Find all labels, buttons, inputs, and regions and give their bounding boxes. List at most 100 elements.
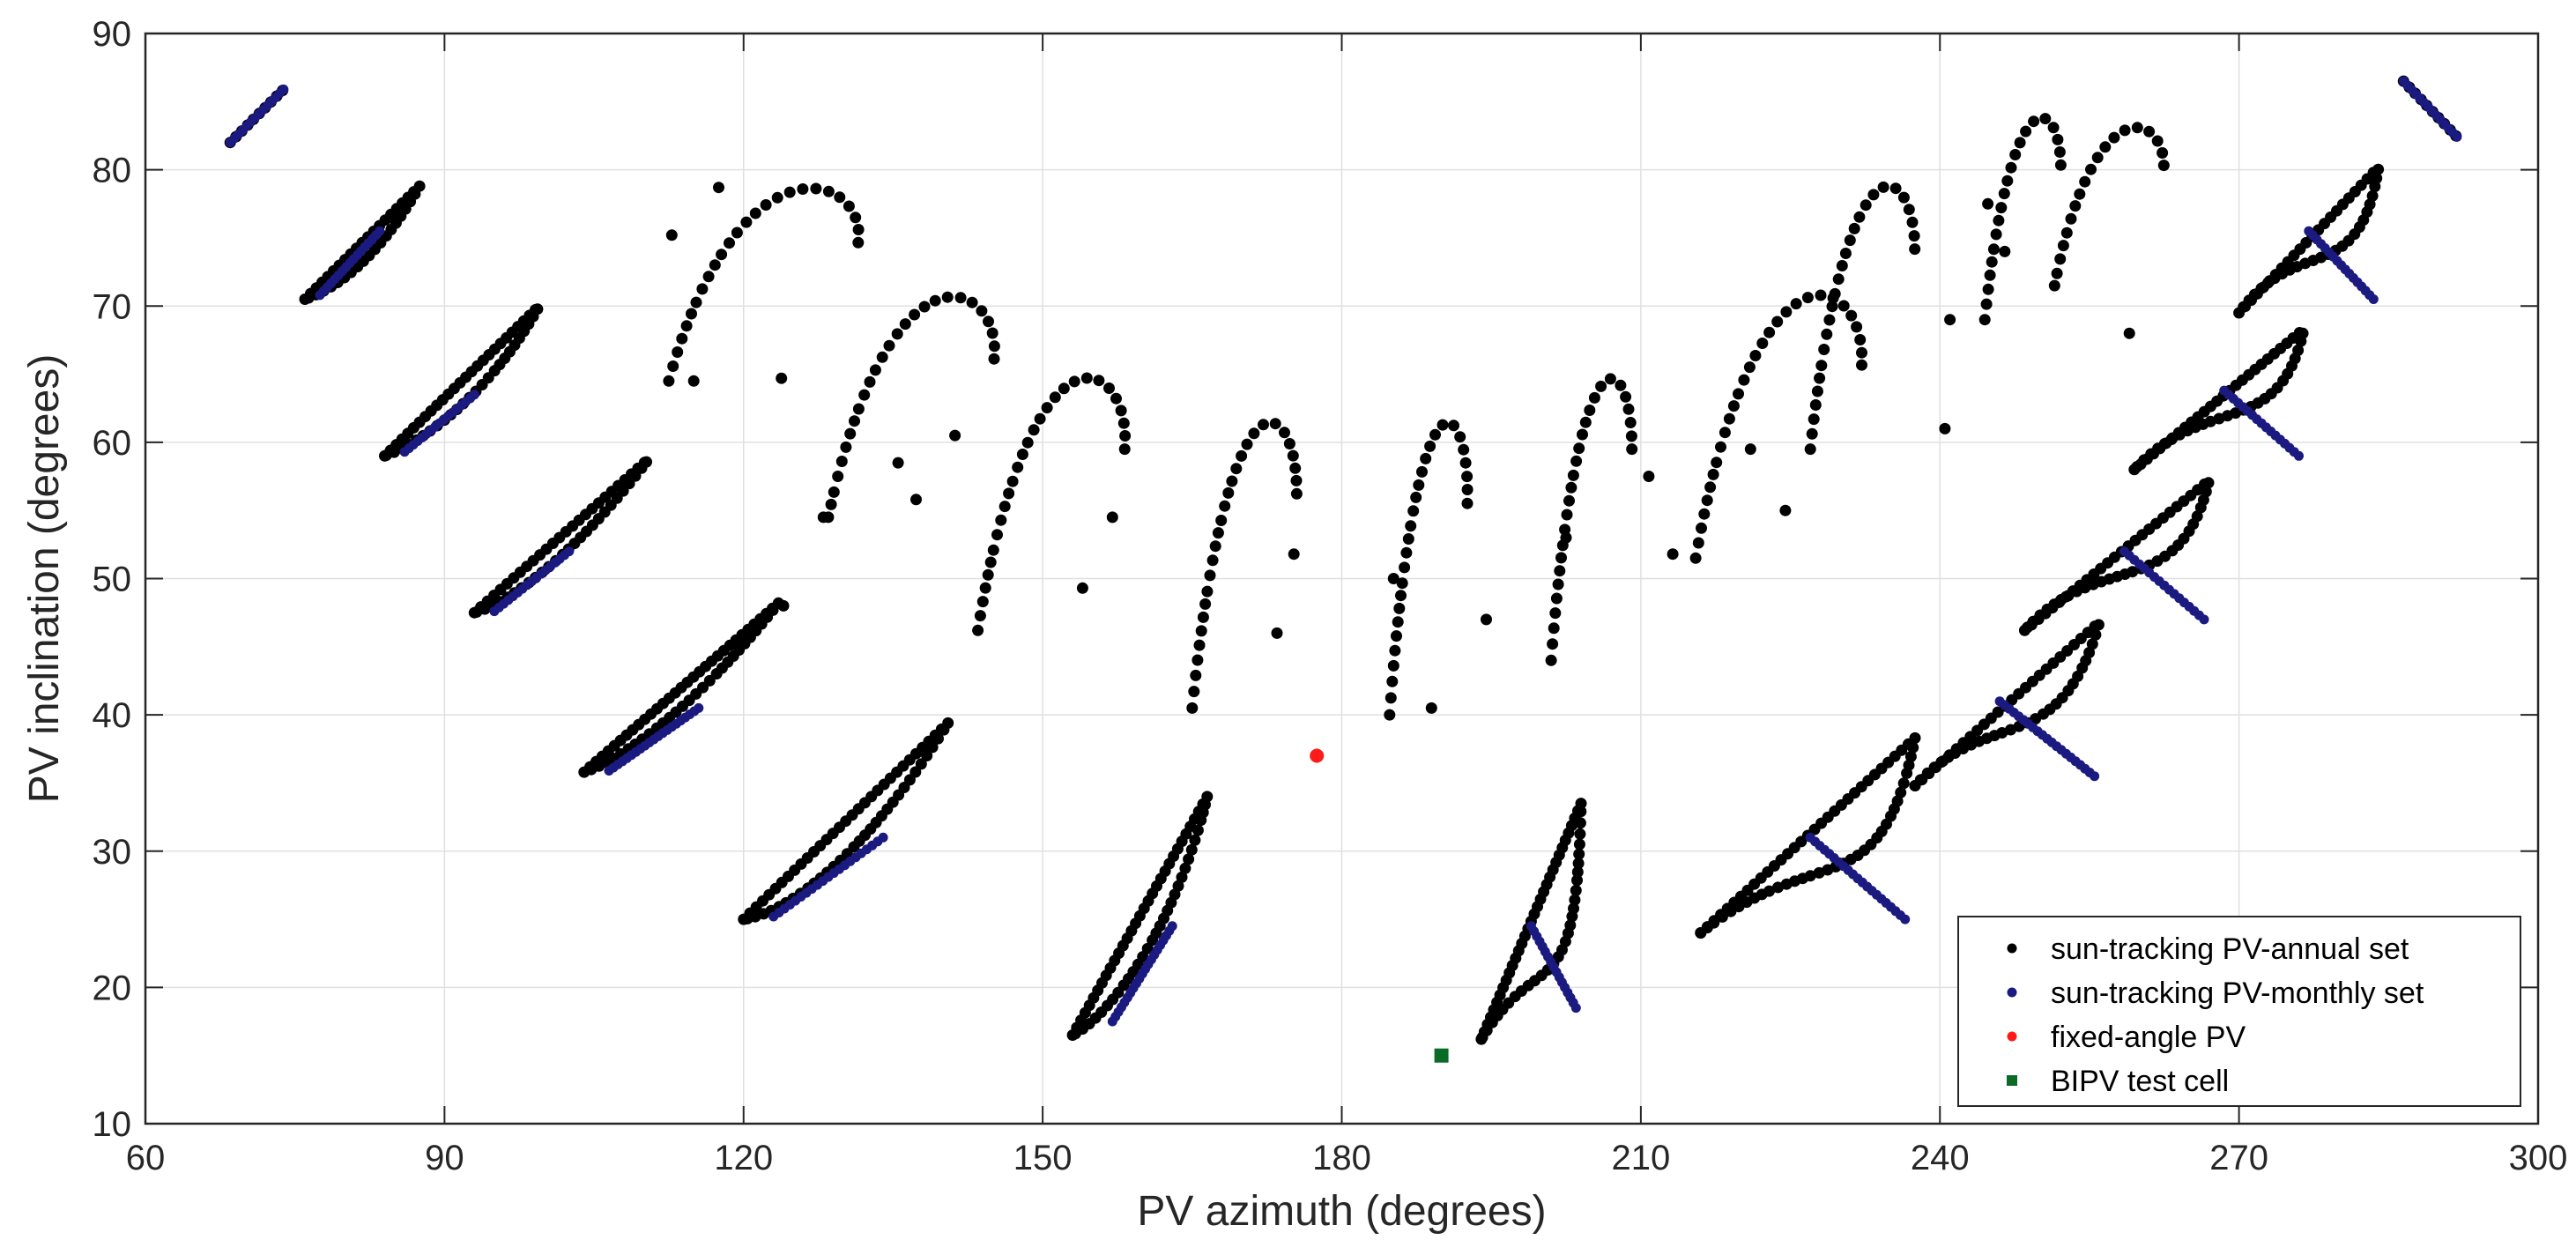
annual-point <box>1572 858 1585 870</box>
annual-point <box>1811 385 1823 397</box>
annual-point <box>2069 200 2082 212</box>
annual-point <box>983 316 994 328</box>
x-tick-label: 90 <box>425 1139 464 1177</box>
annual-point <box>1248 427 1260 440</box>
annual-point <box>1804 443 1816 456</box>
annual-point <box>926 741 939 754</box>
annual-point <box>1385 692 1397 704</box>
annual-point <box>852 403 865 415</box>
annual-point <box>1197 611 1209 623</box>
annual-point <box>2014 137 2026 149</box>
annual-point <box>1689 552 1702 564</box>
annual-point <box>864 375 876 388</box>
annual-point <box>1877 181 1889 193</box>
annual-point <box>1405 520 1417 532</box>
annual-point <box>696 283 709 295</box>
annual-point <box>2051 267 2063 279</box>
annual-point <box>840 441 852 453</box>
annual-point <box>1836 260 1848 271</box>
annual-point <box>1195 814 1207 827</box>
y-tick-label: 30 <box>93 833 132 872</box>
annual-point <box>1215 515 1228 526</box>
legend-label-annual: sun-tracking PV-annual set <box>2051 932 2409 966</box>
monthly-point <box>2294 450 2304 461</box>
annual-point <box>1021 436 1034 449</box>
annual-point <box>1288 548 1300 561</box>
annual-point <box>2157 160 2170 172</box>
annual-point <box>1999 245 2011 257</box>
annual-point <box>1771 316 1784 328</box>
annual-point <box>828 486 840 498</box>
annual-point <box>1909 780 1921 791</box>
annual-point <box>1595 380 1607 392</box>
annual-point <box>910 494 922 506</box>
annual-point <box>1856 346 1867 359</box>
annual-point <box>984 556 997 568</box>
annual-point <box>1402 533 1414 545</box>
annual-point <box>1028 424 1040 436</box>
annual-point <box>1236 449 1248 462</box>
annual-point <box>1738 374 1750 386</box>
annual-point <box>1704 481 1717 494</box>
annual-point <box>1069 1028 1081 1040</box>
annual-point <box>1667 548 1679 561</box>
annual-point <box>2065 212 2077 225</box>
annual-point <box>1695 927 1707 939</box>
annual-point <box>1620 390 1632 403</box>
annual-point <box>1780 306 1793 318</box>
annual-point <box>892 457 904 469</box>
annual-point <box>1391 630 1402 642</box>
annual-point <box>1832 273 1845 286</box>
annual-point <box>1034 412 1046 425</box>
annual-point <box>2005 724 2016 736</box>
annual-point <box>1573 838 1585 850</box>
monthly-point <box>1900 914 1911 925</box>
annual-point <box>2108 131 2120 144</box>
annual-point <box>825 498 837 510</box>
monthly-point <box>564 546 575 557</box>
annual-point <box>932 732 944 745</box>
annual-point <box>1806 427 1818 440</box>
annual-point <box>849 415 860 427</box>
annual-point <box>2057 240 2069 252</box>
annual-point <box>858 389 871 401</box>
annual-point <box>1436 419 1449 431</box>
annual-point <box>1897 191 1910 204</box>
y-tick-label: 70 <box>93 287 132 326</box>
annual-point <box>1570 884 1582 896</box>
annual-point <box>998 501 1011 513</box>
annual-point <box>1711 457 1723 469</box>
annual-point <box>1565 481 1578 494</box>
annual-point <box>690 296 702 308</box>
annual-point <box>976 596 989 608</box>
annual-point <box>1012 461 1024 473</box>
annual-point <box>1566 910 1578 923</box>
annual-point <box>1290 487 1303 500</box>
annual-point <box>680 320 693 332</box>
annual-point <box>954 292 967 304</box>
annual-point <box>1813 866 1825 879</box>
annual-point <box>991 529 1003 541</box>
monthly-point <box>694 702 704 713</box>
annual-point <box>1571 874 1583 887</box>
annual-point <box>929 294 941 307</box>
annual-point <box>2295 335 2307 347</box>
annual-point <box>1190 669 1202 681</box>
annual-point <box>1716 910 1728 923</box>
annual-point <box>2131 461 2143 472</box>
annual-point <box>1790 298 1802 310</box>
x-tick-label: 210 <box>1612 1139 1671 1177</box>
annual-point <box>2001 175 2014 187</box>
annual-point <box>1424 440 1436 452</box>
annual-point <box>1425 702 1437 714</box>
annual-point <box>1829 287 1841 300</box>
annual-point <box>1579 416 1592 428</box>
annual-point <box>724 237 735 249</box>
annual-point <box>1407 505 1420 517</box>
annual-point <box>1772 881 1784 894</box>
annual-point <box>844 427 857 440</box>
annual-point <box>988 340 1000 353</box>
annual-point <box>1287 449 1299 462</box>
annual-point <box>1429 428 1441 441</box>
annual-point <box>710 668 723 679</box>
